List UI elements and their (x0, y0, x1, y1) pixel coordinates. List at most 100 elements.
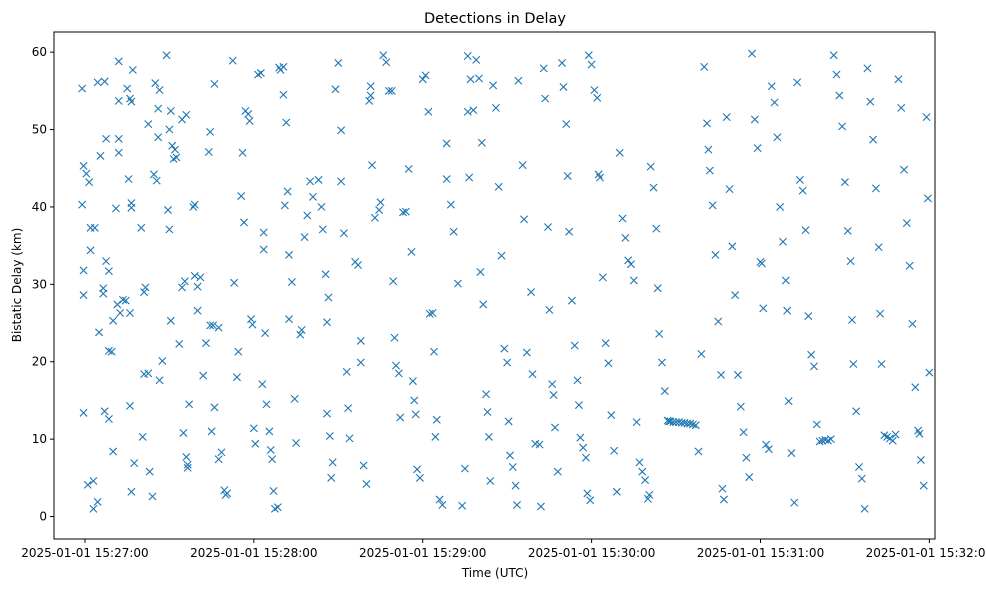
data-point (390, 333, 399, 342)
data-point (123, 84, 132, 93)
data-point (285, 250, 294, 259)
data-point (849, 360, 858, 369)
data-point (486, 476, 495, 485)
data-point (570, 341, 579, 350)
data-point (629, 276, 638, 285)
data-point (863, 64, 872, 73)
data-point (421, 71, 430, 80)
data-point (655, 329, 664, 338)
data-point (635, 458, 644, 467)
data-point (356, 336, 365, 345)
data-point (514, 76, 523, 85)
data-point (472, 55, 481, 64)
data-point (387, 86, 396, 95)
data-point (424, 107, 433, 116)
data-point (669, 418, 678, 427)
data-point (704, 145, 713, 154)
data-point (767, 82, 776, 91)
data-point (165, 225, 174, 234)
data-point (545, 305, 554, 314)
data-point (121, 296, 130, 305)
data-point (166, 106, 175, 115)
data-point (877, 360, 886, 369)
data-point (104, 415, 113, 424)
data-point (79, 266, 88, 275)
data-point (334, 58, 343, 67)
data-point (210, 79, 219, 88)
data-point (866, 97, 875, 106)
data-point (165, 125, 174, 134)
data-point (612, 487, 621, 496)
data-point (102, 257, 111, 266)
data-point (175, 339, 184, 348)
data-point (781, 276, 790, 285)
data-point (548, 380, 557, 389)
x-tick-label: 2025-01-01 15:31:00 (697, 546, 824, 560)
data-point (801, 226, 810, 235)
data-point (891, 430, 900, 439)
data-point (787, 449, 796, 458)
data-point (259, 245, 268, 254)
data-point (404, 165, 413, 173)
data-point (479, 300, 488, 309)
data-point (202, 339, 210, 348)
data-point (172, 153, 181, 162)
data-point (624, 256, 633, 265)
data-point (207, 427, 216, 436)
data-point (916, 456, 925, 465)
data-point (522, 348, 531, 357)
data-point (511, 481, 520, 490)
data-point (366, 91, 375, 100)
data-point (483, 408, 492, 417)
y-tick-label: 20 (32, 355, 47, 369)
data-point (812, 420, 821, 429)
data-point (126, 308, 134, 317)
data-point (453, 279, 462, 288)
data-point (376, 198, 385, 207)
data-point (171, 145, 180, 154)
data-point (384, 86, 393, 95)
data-point (559, 82, 568, 91)
data-point (396, 413, 405, 422)
data-point (127, 203, 136, 212)
data-point (489, 81, 498, 90)
data-point (89, 476, 98, 485)
data-point (127, 97, 136, 106)
data-point (795, 175, 804, 184)
data-point (185, 400, 194, 409)
data-point (410, 396, 419, 405)
data-point (144, 120, 153, 129)
data-point (366, 82, 375, 91)
data-point (646, 162, 655, 171)
data-point (193, 306, 202, 315)
data-point (214, 323, 223, 332)
data-point (431, 432, 440, 441)
data-point (539, 64, 548, 73)
data-point (719, 495, 728, 504)
data-point (124, 175, 133, 184)
data-point (394, 369, 403, 378)
data-point (140, 288, 149, 297)
data-point (249, 424, 258, 433)
data-point (116, 308, 125, 317)
data-point (922, 113, 931, 122)
data-point (770, 98, 779, 107)
data-point (314, 175, 323, 184)
data-point (268, 455, 277, 464)
data-point (279, 62, 288, 71)
data-point (154, 133, 163, 142)
data-point (618, 214, 627, 223)
data-point (762, 440, 771, 449)
data-point (287, 278, 296, 287)
data-point (857, 474, 866, 483)
data-point (520, 215, 529, 224)
data-point (166, 316, 175, 325)
data-point (168, 141, 177, 150)
data-point (183, 463, 192, 472)
data-point (206, 127, 215, 136)
data-point (700, 62, 709, 71)
data-point (442, 175, 451, 184)
data-point (178, 283, 187, 292)
y-tick-label: 60 (32, 45, 47, 59)
data-point (688, 420, 697, 429)
